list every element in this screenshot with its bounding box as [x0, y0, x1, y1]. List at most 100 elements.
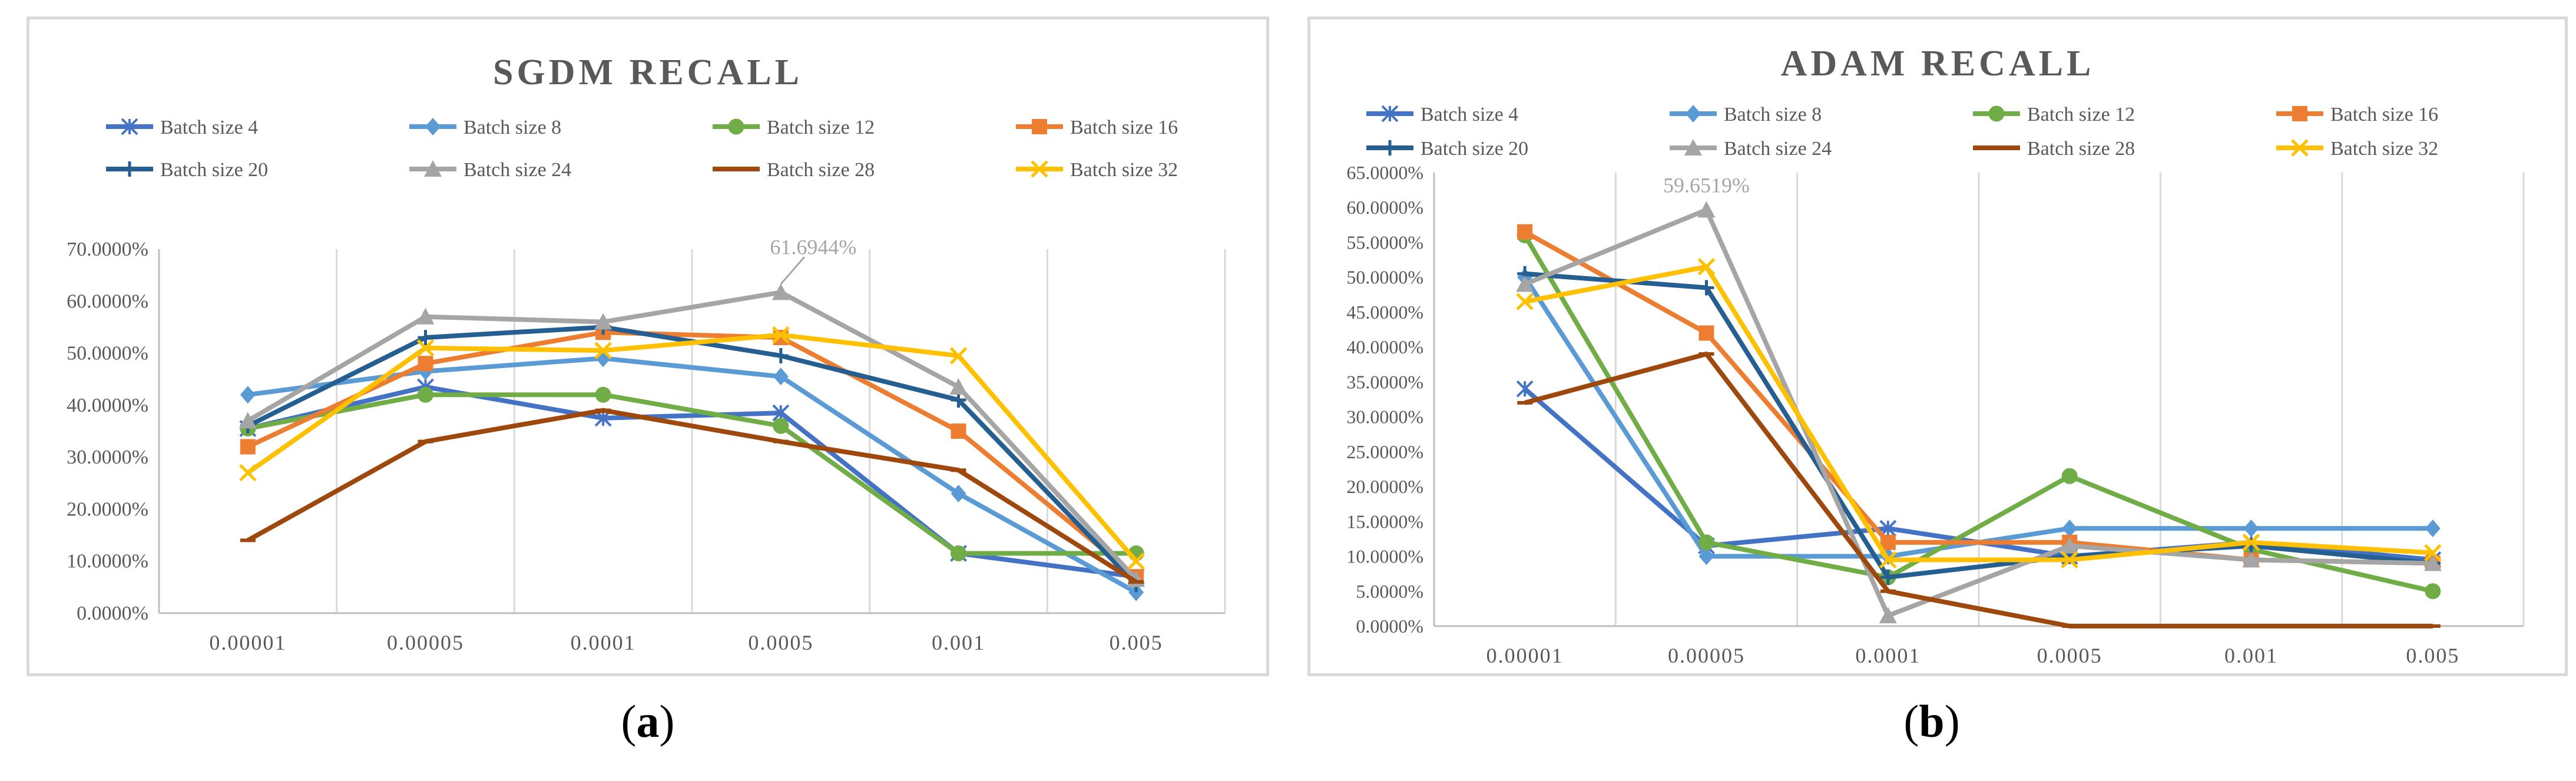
chart-a-legend-marker-batch-size-20 — [122, 161, 137, 177]
chart-a-x-tick-label: 0.00001 — [209, 631, 286, 654]
chart-a-annotation: 61.6944% — [770, 235, 856, 285]
chart-a-x-tick-label: 0.001 — [932, 631, 985, 654]
chart-a-point-batch-size-32 — [594, 342, 612, 359]
chart-b-legend-marker-batch-size-12 — [1988, 105, 2005, 122]
chart-a-legend-marker-batch-size-12 — [728, 118, 744, 135]
chart-a-legend-label-batch-size-24: Batch size 24 — [463, 159, 571, 181]
chart-b-y-tick-label: 15.0000% — [1346, 511, 1423, 532]
chart-b-legend-batch-size-8: Batch size 8 — [1670, 104, 1822, 125]
chart-b-x-tick-label: 0.005 — [2406, 644, 2459, 667]
chart-a-point-batch-size-32 — [416, 339, 435, 357]
chart-a-legend-label-batch-size-4: Batch size 4 — [160, 117, 258, 138]
chart-a-y-ticks: 0.0000% 10.0000% 20.0000% 30.0000% 40.0000% 5… — [67, 239, 148, 624]
chart-b-legend-batch-size-20: Batch size 20 — [1366, 138, 1528, 160]
chart-b-x-tick-label: 0.00005 — [1668, 644, 1745, 667]
chart-b-y-tick-label: 25.0000% — [1346, 441, 1423, 462]
chart-a-x-tick-label: 0.00005 — [387, 631, 464, 654]
chart-b-x-ticks: 0.00001 0.00005 0.0001 0.0005 0.001 0.005 — [1486, 644, 2459, 667]
chart-a-y-tick-label: 40.0000% — [67, 395, 148, 416]
chart-b-y-tick-label: 55.0000% — [1346, 231, 1423, 253]
chart-b-point-batch-size-32 — [1697, 258, 1716, 276]
chart-a-y-tick-label: 0.0000% — [77, 603, 148, 624]
chart-a-legend-batch-size-20: Batch size 20 — [106, 159, 268, 181]
chart-a-y-tick-label: 50.0000% — [67, 343, 148, 365]
chart-b-line-batch-size-32 — [1524, 264, 2433, 562]
chart-a-legend: Batch size 4 Batch size 8 Batch size 12 Bat… — [106, 117, 1178, 181]
chart-a-legend-marker-batch-size-16 — [1032, 119, 1047, 134]
chart-b-legend-batch-size-12: Batch size 12 — [1973, 104, 2135, 125]
chart-b-y-tick-label: 50.0000% — [1346, 267, 1423, 288]
chart-b-point-batch-size-4 — [1516, 380, 1534, 398]
chart-b-line-batch-size-28 — [1524, 352, 2433, 628]
chart-b-y-tick-label: 65.0000% — [1346, 162, 1423, 183]
chart-a-point-batch-size-32 — [772, 326, 790, 344]
chart-a-point-batch-size-8 — [951, 484, 966, 502]
chart-b-legend-marker-batch-size-16 — [2292, 106, 2307, 121]
chart-a-legend-label-batch-size-20: Batch size 20 — [160, 159, 268, 181]
chart-b-point-batch-size-8 — [2243, 519, 2259, 538]
chart-b-legend-marker-batch-size-24 — [1684, 139, 1702, 155]
chart-a-series — [239, 283, 1145, 601]
chart-a-point-batch-size-12 — [773, 418, 789, 434]
chart-b-legend: Batch size 4 Batch size 8 Batch size 12 Bat… — [1366, 104, 2438, 160]
chart-a-point-batch-size-32 — [949, 347, 968, 365]
chart-a-point-batch-size-8 — [240, 386, 256, 404]
chart-b-point-batch-size-20 — [1698, 280, 1714, 296]
chart-a-point-batch-size-12 — [595, 386, 611, 403]
chart-a-legend-batch-size-16: Batch size 16 — [1016, 117, 1178, 138]
chart-a-legend-marker-batch-size-32 — [1031, 160, 1048, 178]
chart-a-legend-batch-size-12: Batch size 12 — [713, 117, 875, 138]
chart-a-point-batch-size-20 — [951, 392, 966, 408]
chart-b-y-tick-label: 35.0000% — [1346, 371, 1423, 392]
chart-a-x-tick-label: 0.0005 — [748, 631, 813, 654]
chart-a-line-batch-size-12 — [247, 392, 1137, 556]
chart-a-y-tick-label: 10.0000% — [67, 551, 148, 572]
chart-a-gridlines — [158, 249, 1226, 613]
chart-a-legend-label-batch-size-32: Batch size 32 — [1070, 159, 1178, 181]
chart-b-series-batch-size-28 — [1517, 352, 2441, 628]
chart-a-legend-batch-size-4: Batch size 4 — [106, 117, 258, 138]
chart-b-legend-label-batch-size-8: Batch size 8 — [1724, 104, 1822, 125]
chart-a-legend-marker-batch-size-8 — [425, 118, 441, 135]
chart-b-y-tick-label: 30.0000% — [1346, 406, 1423, 428]
chart-b-point-batch-size-32 — [1879, 551, 1897, 569]
chart-a-point-batch-size-20 — [418, 330, 433, 346]
chart-a-legend-marker-batch-size-24 — [424, 160, 442, 177]
chart-b-legend-batch-size-16: Batch size 16 — [2276, 104, 2438, 125]
chart-b-legend-marker-batch-size-32 — [2291, 139, 2309, 157]
chart-b-point-batch-size-32 — [2424, 544, 2442, 562]
chart-a-series-batch-size-24 — [239, 283, 1145, 587]
chart-a-point-batch-size-24 — [949, 378, 968, 395]
chart-b-point-batch-size-8 — [1698, 547, 1714, 565]
chart-b-legend-label-batch-size-32: Batch size 32 — [2330, 138, 2438, 160]
chart-a-legend-label-batch-size-28: Batch size 28 — [767, 159, 875, 181]
chart-a-line-batch-size-16 — [247, 330, 1138, 579]
chart-b-point-batch-size-16 — [1517, 224, 1533, 240]
chart-b-legend-batch-size-24: Batch size 24 — [1670, 138, 1832, 160]
chart-a-line-batch-size-24 — [246, 290, 1138, 581]
chart-b-point-batch-size-24 — [1697, 201, 1716, 218]
chart-b-title: ADAM RECALL — [1781, 44, 2095, 84]
chart-b-point-batch-size-24 — [2423, 554, 2442, 571]
chart-a-point-batch-size-32 — [239, 464, 257, 482]
caption-b-label: b — [1919, 696, 1945, 747]
chart-a-legend-batch-size-32: Batch size 32 — [1016, 159, 1178, 181]
chart-b-y-tick-label: 5.0000% — [1356, 581, 1423, 602]
chart-b-annotation: 59.6519% — [1663, 173, 1750, 197]
chart-a-point-batch-size-16 — [418, 356, 433, 372]
chart-b-point-batch-size-24 — [1879, 607, 1897, 624]
chart-b-x-tick-label: 0.0001 — [1855, 644, 1921, 667]
chart-a-line-batch-size-4 — [247, 384, 1137, 580]
chart-b-x-tick-label: 0.00001 — [1486, 644, 1564, 667]
chart-a-title: SGDM RECALL — [493, 52, 803, 92]
chart-b-y-tick-label: 10.0000% — [1346, 546, 1423, 567]
chart-b-point-batch-size-24 — [2061, 537, 2079, 554]
chart-b-point-batch-size-16 — [1698, 325, 1714, 341]
chart-b-legend-label-batch-size-4: Batch size 4 — [1421, 104, 1518, 125]
adam-recall-chart-panel: ADAM RECALL Batch size 4 Batch size 8 Batch… — [1307, 16, 2568, 676]
caption-a: (a) — [621, 696, 675, 747]
chart-a-y-tick-label: 70.0000% — [67, 239, 148, 260]
chart-b-legend-label-batch-size-24: Batch size 24 — [1724, 138, 1832, 160]
chart-b-gridlines — [1433, 173, 2525, 626]
chart-a-legend-batch-size-28: Batch size 28 — [713, 159, 875, 181]
